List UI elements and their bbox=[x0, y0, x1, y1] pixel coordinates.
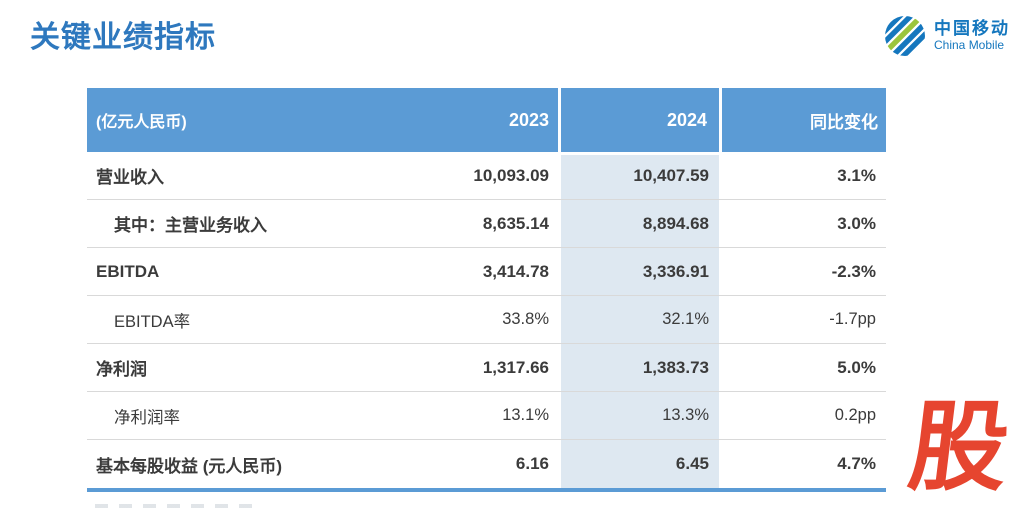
cell-2023: 10,093.09 bbox=[473, 165, 549, 185]
header-col-2024: 2024 bbox=[666, 109, 707, 130]
header-col-2023: 2023 bbox=[508, 109, 549, 130]
china-mobile-logo-text: 中国移动 China Mobile bbox=[934, 19, 1010, 52]
cell-2024: 13.3% bbox=[662, 406, 709, 424]
logo-name-cn: 中国移动 bbox=[934, 19, 1010, 39]
table-header-row: (亿元人民币) 2023 2024 同比变化 bbox=[87, 88, 886, 152]
column-2024-highlight-band bbox=[561, 155, 719, 488]
row-label: 净利润率 bbox=[114, 408, 180, 427]
table-row: 基本每股收益 (元人民币) 6.16 6.45 4.7% bbox=[87, 440, 886, 488]
row-label: 净利润 bbox=[96, 360, 147, 379]
page-title: 关键业绩指标 bbox=[30, 21, 216, 54]
row-label: 其中：主营业务收入 bbox=[114, 216, 267, 235]
header-col-change: 同比变化 bbox=[810, 112, 878, 132]
china-mobile-logo: 中国移动 China Mobile bbox=[883, 14, 1010, 58]
header-unit-label: (亿元人民币) bbox=[96, 114, 187, 131]
cell-2024: 10,407.59 bbox=[633, 165, 709, 185]
cell-change: 3.0% bbox=[837, 213, 876, 233]
row-label: 营业收入 bbox=[96, 168, 164, 187]
cell-2023: 33.8% bbox=[502, 310, 549, 328]
table-row: 其中：主营业务收入 8,635.14 8,894.68 3.0% bbox=[87, 200, 886, 248]
cell-2023: 13.1% bbox=[502, 406, 549, 424]
row-label: EBITDA bbox=[96, 261, 160, 281]
table-row: 净利润 1,317.66 1,383.73 5.0% bbox=[87, 344, 886, 392]
cell-change: 3.1% bbox=[837, 165, 876, 185]
cell-change: 4.7% bbox=[837, 454, 876, 473]
cropped-footnote-remnant bbox=[95, 504, 260, 508]
table-row: 净利润率 13.1% 13.3% 0.2pp bbox=[87, 392, 886, 440]
row-label: EBITDA率 bbox=[114, 312, 191, 331]
watermark-stock-glyph: 股 bbox=[903, 391, 1016, 505]
header-column-gap bbox=[719, 88, 722, 152]
cell-2023: 1,317.66 bbox=[482, 357, 549, 377]
cell-2023: 3,414.78 bbox=[482, 261, 549, 281]
row-label: 基本每股收益 (元人民币) bbox=[96, 456, 283, 476]
cell-2023: 6.16 bbox=[515, 454, 549, 473]
cell-2023: 8,635.14 bbox=[482, 213, 549, 233]
table-row: 营业收入 10,093.09 10,407.59 3.1% bbox=[87, 152, 886, 200]
table-row: EBITDA 3,414.78 3,336.91 -2.3% bbox=[87, 248, 886, 296]
cell-2024: 3,336.91 bbox=[642, 261, 709, 281]
table-body: 营业收入 10,093.09 10,407.59 3.1% 其中：主营业务收入 … bbox=[87, 152, 886, 488]
cell-change: 5.0% bbox=[837, 357, 876, 377]
logo-name-en: China Mobile bbox=[934, 37, 1005, 52]
cell-2024: 6.45 bbox=[675, 454, 709, 473]
cell-2024: 32.1% bbox=[662, 310, 709, 328]
china-mobile-logo-icon bbox=[883, 14, 927, 58]
table-row: EBITDA率 33.8% 32.1% -1.7pp bbox=[87, 296, 886, 344]
header-column-gap bbox=[558, 88, 561, 152]
kpi-table: (亿元人民币) 2023 2024 同比变化 营业收入 10,093.09 10… bbox=[87, 88, 886, 492]
cell-2024: 8,894.68 bbox=[642, 213, 709, 233]
cell-change: 0.2pp bbox=[834, 406, 876, 424]
cell-change: -2.3% bbox=[831, 261, 876, 281]
cell-change: -1.7pp bbox=[829, 310, 876, 328]
cell-2024: 1,383.73 bbox=[642, 357, 709, 377]
